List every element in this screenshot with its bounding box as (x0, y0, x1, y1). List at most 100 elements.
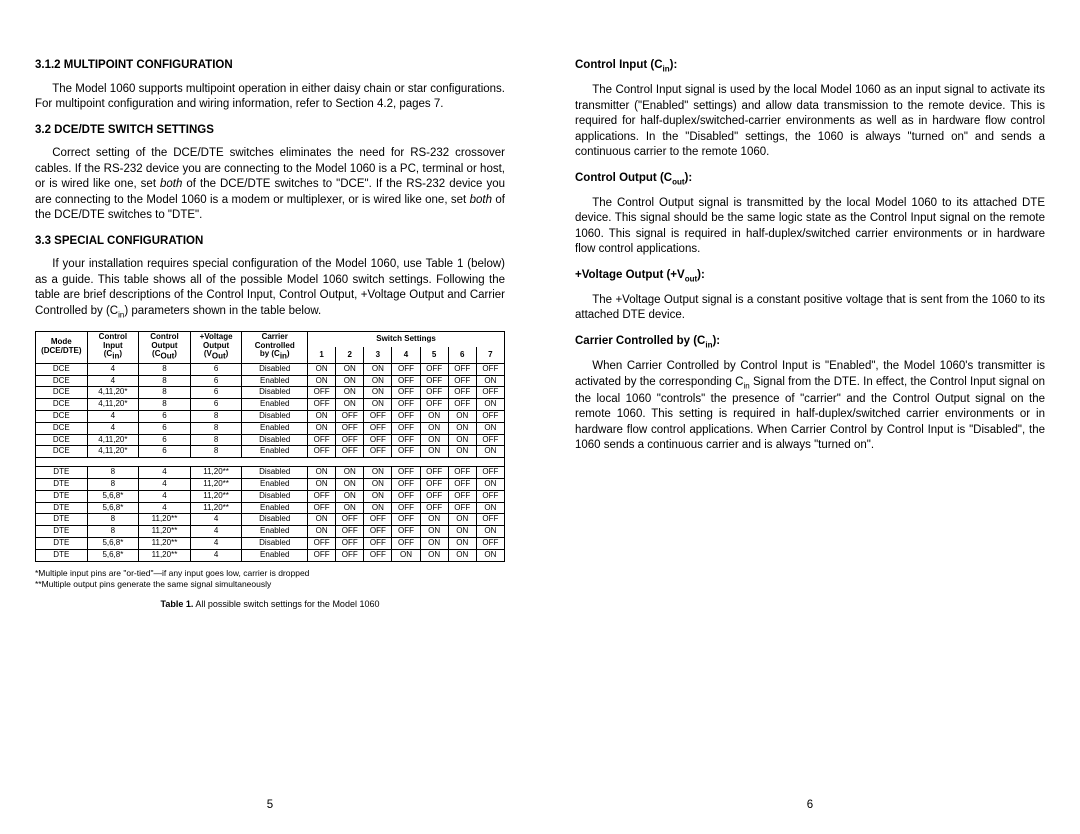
table-cell: ON (336, 399, 364, 411)
table-cell: OFF (476, 467, 504, 479)
table-cell: 5,6,8* (87, 502, 139, 514)
table-cell: ON (420, 422, 448, 434)
table-cell: ON (420, 549, 448, 561)
table-cell: OFF (392, 387, 420, 399)
table-cell: OFF (420, 502, 448, 514)
table-cell: ON (308, 363, 336, 375)
table-row: DTE5,6,8*411,20**EnabledOFFONONOFFOFFOFF… (36, 502, 505, 514)
right-page: Control Input (Cin): The Control Input s… (540, 0, 1080, 834)
table-cell: Enabled (242, 478, 308, 490)
table-cell: OFF (476, 434, 504, 446)
table-cell: 6 (139, 410, 191, 422)
table-cell: 8 (139, 375, 191, 387)
table-cell: ON (448, 446, 476, 458)
table-cell: OFF (476, 410, 504, 422)
table-cell: OFF (392, 502, 420, 514)
para-33: If your installation requires special co… (35, 257, 505, 321)
table-cell: 4 (87, 422, 139, 434)
table-row: DTE5,6,8*11,20**4EnabledOFFOFFOFFONONONO… (36, 549, 505, 561)
table-cell: OFF (308, 446, 336, 458)
heading-cout: Control Output (Cout): (575, 171, 1045, 188)
table-cell: OFF (336, 537, 364, 549)
table-cell: DCE (36, 446, 88, 458)
table-cell: ON (364, 490, 392, 502)
table-cell: 4 (87, 410, 139, 422)
table-cell: 4,11,20* (87, 446, 139, 458)
table-cell: DCE (36, 387, 88, 399)
footnote-2: **Multiple output pins generate the same… (35, 579, 505, 590)
heading-33: 3.3 SPECIAL CONFIGURATION (35, 234, 505, 250)
th-ci: ControlInput(Cin) (87, 331, 139, 363)
table-cell: 4,11,20* (87, 387, 139, 399)
table-cell: OFF (420, 375, 448, 387)
table-cell: ON (448, 537, 476, 549)
table-cell: 6 (190, 399, 242, 411)
table-cell: DCE (36, 375, 88, 387)
th-mode: Mode(DCE/DTE) (36, 331, 88, 363)
table-cell: Disabled (242, 537, 308, 549)
table-cell: Enabled (242, 375, 308, 387)
table-cell: ON (364, 387, 392, 399)
table-cell: 8 (190, 446, 242, 458)
table-cell: OFF (336, 446, 364, 458)
table-cell: ON (364, 363, 392, 375)
table-row: DTE8411,20**EnabledONONONOFFOFFOFFON (36, 478, 505, 490)
table-cell: OFF (420, 478, 448, 490)
table-cell: 11,20** (190, 467, 242, 479)
table-cell: Disabled (242, 410, 308, 422)
table-cell: OFF (420, 490, 448, 502)
table-cell: ON (420, 446, 448, 458)
table-caption: Table 1. All possible switch settings fo… (35, 598, 505, 610)
table-cell: Disabled (242, 387, 308, 399)
table-cell: OFF (392, 399, 420, 411)
table-separator (36, 458, 505, 467)
table-cell: OFF (448, 467, 476, 479)
footnote-1: *Multiple input pins are "or-tied"—if an… (35, 568, 505, 579)
table-row: DCE4,11,20*86DisabledOFFONONOFFOFFOFFOFF (36, 387, 505, 399)
table-cell: OFF (420, 387, 448, 399)
switch-table-wrap: Mode(DCE/DTE) ControlInput(Cin) ControlO… (35, 331, 505, 562)
table-cell: OFF (364, 410, 392, 422)
table-cell: 8 (87, 467, 139, 479)
table-cell: 8 (139, 363, 191, 375)
table-cell: ON (392, 549, 420, 561)
table-cell: ON (364, 502, 392, 514)
table-row: DCE4,11,20*68EnabledOFFOFFOFFOFFONONON (36, 446, 505, 458)
table-cell: ON (448, 514, 476, 526)
table-cell: 8 (87, 514, 139, 526)
table-cell: OFF (392, 526, 420, 538)
table-cell: 4 (190, 514, 242, 526)
table-row: DCE486EnabledONONONOFFOFFOFFON (36, 375, 505, 387)
table-cell: OFF (336, 549, 364, 561)
table-cell: OFF (392, 375, 420, 387)
table-cell: ON (364, 375, 392, 387)
table-cell: OFF (336, 422, 364, 434)
table-cell: DTE (36, 467, 88, 479)
table-cell: OFF (476, 514, 504, 526)
para-vout: The +Voltage Output signal is a constant… (575, 293, 1045, 324)
table-cell: OFF (448, 387, 476, 399)
table-cell: OFF (364, 514, 392, 526)
table-cell: 11,20** (139, 537, 191, 549)
table-cell: ON (420, 434, 448, 446)
table-cell: ON (448, 549, 476, 561)
table-cell: 4,11,20* (87, 434, 139, 446)
table-cell: 4 (139, 478, 191, 490)
table-cell: OFF (476, 537, 504, 549)
table-cell: OFF (308, 502, 336, 514)
table-cell: 6 (190, 375, 242, 387)
table-cell: OFF (448, 478, 476, 490)
table-cell: Enabled (242, 502, 308, 514)
table-cell: ON (364, 478, 392, 490)
table-cell: 4 (139, 467, 191, 479)
table-cell: OFF (476, 490, 504, 502)
table-row: DCE4,11,20*68DisabledOFFOFFOFFOFFONONOFF (36, 434, 505, 446)
table-cell: 4 (139, 502, 191, 514)
table-cell: DCE (36, 422, 88, 434)
table-cell: OFF (308, 549, 336, 561)
table-cell: ON (336, 502, 364, 514)
table-cell: Disabled (242, 434, 308, 446)
table-cell: OFF (420, 399, 448, 411)
table-cell: 8 (190, 422, 242, 434)
table-cell: 4 (190, 549, 242, 561)
